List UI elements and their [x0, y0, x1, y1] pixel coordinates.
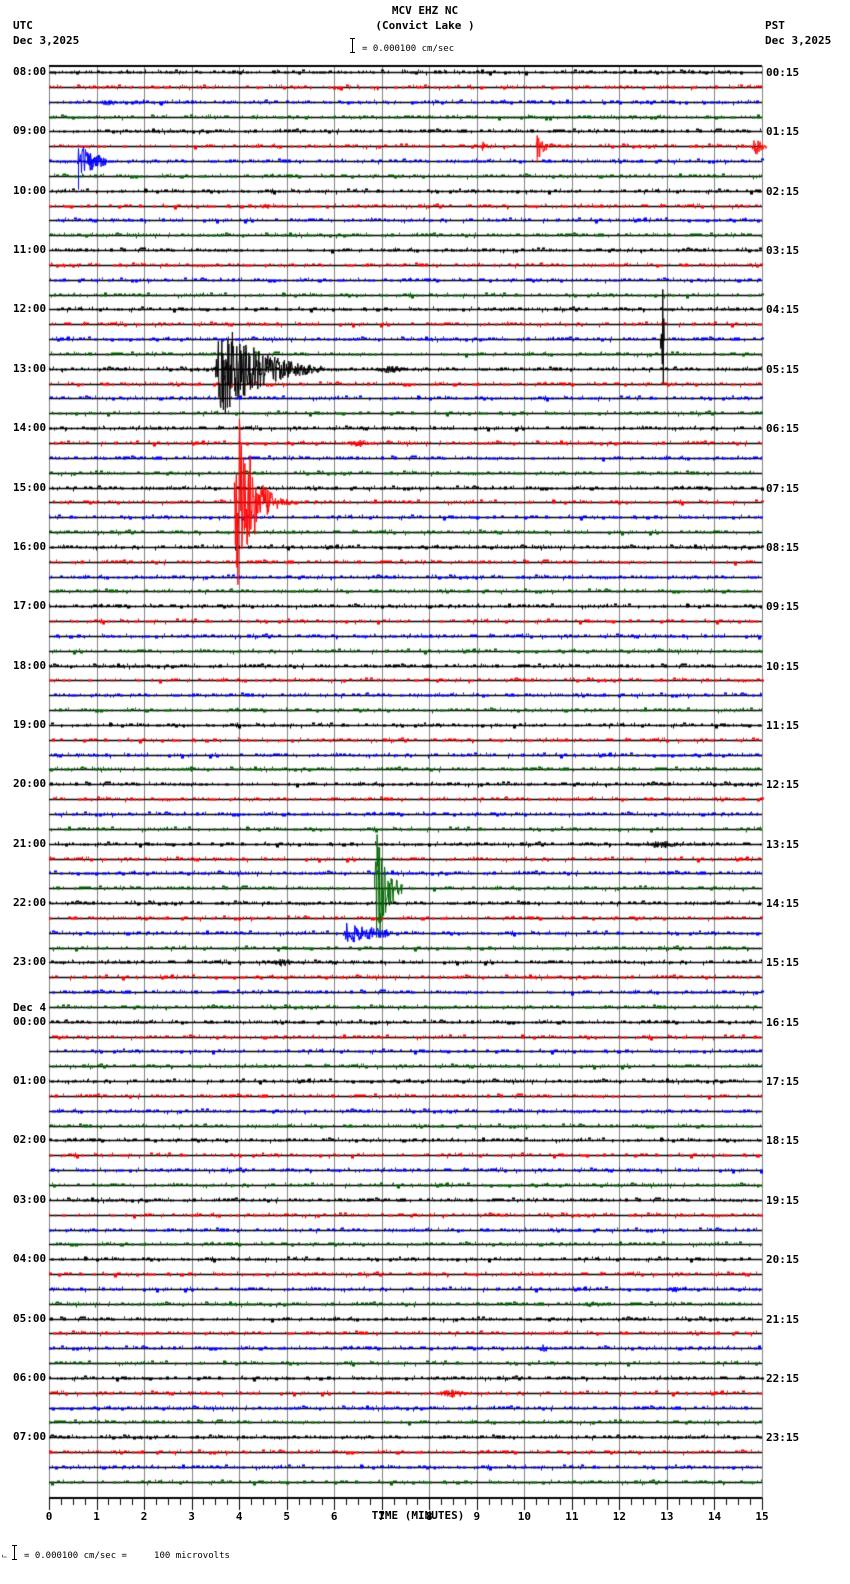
x-tick-label: 6 [330, 1510, 338, 1523]
footer-scale-bar-icon [12, 1545, 20, 1560]
x-tick-label: 0 [45, 1510, 53, 1523]
right-time-label: 14:15 [766, 897, 800, 911]
right-time-label: 10:15 [766, 659, 800, 673]
right-time-label: 11:15 [766, 718, 800, 732]
right-time-label: 12:15 [766, 778, 800, 792]
right-time-label: 22:15 [766, 1371, 800, 1385]
x-tick-label: 11 [565, 1510, 579, 1523]
x-tick-label: 2 [140, 1510, 148, 1523]
right-time-label: 06:15 [766, 422, 800, 436]
right-time-label: 13:15 [766, 837, 800, 851]
x-tick-label: 14 [707, 1510, 722, 1523]
right-time-label: 18:15 [766, 1134, 800, 1148]
left-date-label: Dec 4 [13, 1000, 47, 1014]
left-time-label: 17:00 [13, 599, 47, 613]
x-tick-label: 9 [473, 1510, 481, 1523]
x-tick-label: 15 [755, 1510, 769, 1523]
left-time-label: 07:00 [13, 1430, 47, 1444]
right-time-label: 21:15 [766, 1312, 800, 1326]
left-time-label: 18:00 [13, 658, 47, 672]
right-time-label: 23:15 [766, 1431, 800, 1445]
right-time-label: 20:15 [766, 1253, 800, 1267]
x-tick-label: 3 [188, 1510, 195, 1523]
right-time-label: 16:15 [766, 1015, 800, 1029]
x-tick-label: 12 [612, 1510, 627, 1523]
left-time-label: 06:00 [13, 1370, 47, 1384]
left-time-label: 23:00 [13, 955, 47, 969]
footer-scale-label: = 0.000100 cm/sec = 100 microvolts [24, 1551, 230, 1561]
x-axis-title: TIME (MINUTES) [371, 1509, 465, 1522]
right-time-label: 17:15 [766, 1075, 800, 1089]
left-time-label: 22:00 [13, 896, 47, 910]
footer-prefix: ⨽ [2, 1551, 8, 1561]
right-time-label: 02:15 [766, 184, 800, 198]
x-tick-label: 8 [425, 1510, 433, 1523]
left-time-label: 02:00 [13, 1133, 47, 1147]
left-time-label: 15:00 [13, 480, 47, 494]
left-time-label: 11:00 [13, 243, 47, 257]
left-time-label: 10:00 [13, 183, 47, 197]
left-time-label: 16:00 [13, 539, 47, 553]
right-time-label: 08:15 [766, 540, 800, 554]
left-time-label: 14:00 [13, 421, 47, 435]
left-time-label: 12:00 [13, 302, 47, 316]
left-time-label: 13:00 [13, 361, 47, 375]
right-time-label: 04:15 [766, 303, 800, 317]
left-time-label: 20:00 [13, 777, 47, 791]
right-time-label: 03:15 [766, 244, 800, 258]
right-time-label: 01:15 [766, 125, 800, 139]
x-tick-label: 5 [283, 1510, 290, 1523]
left-time-label: 08:00 [13, 65, 47, 78]
x-tick-label: 13 [660, 1510, 674, 1523]
x-tick-label: 7 [378, 1510, 386, 1523]
x-tick-label: 4 [235, 1510, 243, 1523]
left-time-label: 04:00 [13, 1252, 47, 1266]
right-time-label: 00:15 [766, 66, 800, 79]
left-time-label: 03:00 [13, 1192, 47, 1206]
right-time-label: 05:15 [766, 362, 800, 376]
right-time-label: 15:15 [766, 956, 800, 970]
left-time-label: 19:00 [13, 717, 47, 731]
left-time-label: 09:00 [13, 124, 47, 138]
x-tick-label: 10 [517, 1510, 531, 1523]
left-time-label: 01:00 [13, 1074, 47, 1088]
right-time-label: 07:15 [766, 481, 800, 495]
right-time-label: 09:15 [766, 600, 800, 614]
left-time-label: 00:00 [13, 1014, 47, 1028]
left-time-label: 21:00 [13, 836, 47, 850]
left-time-label: 05:00 [13, 1311, 47, 1325]
x-tick-label: 1 [93, 1510, 100, 1523]
right-time-label: 19:15 [766, 1193, 800, 1207]
